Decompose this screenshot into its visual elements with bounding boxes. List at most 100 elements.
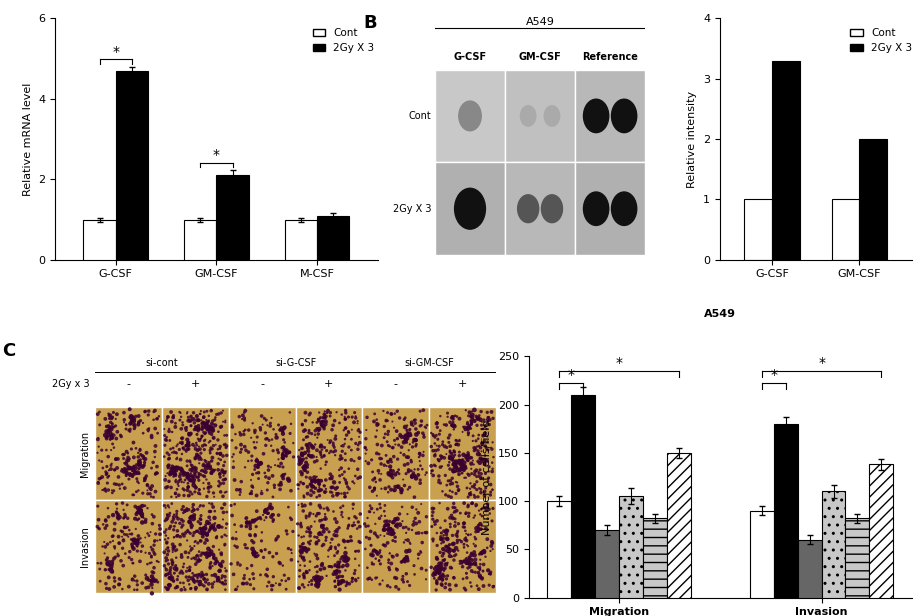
Point [311, 414, 326, 424]
Point [309, 424, 324, 434]
Point [297, 448, 312, 458]
Point [304, 490, 319, 500]
Point [188, 454, 203, 464]
Point [134, 511, 149, 521]
Point [124, 415, 139, 425]
Point [439, 480, 454, 490]
Point [449, 440, 463, 450]
Point [127, 538, 142, 548]
Point [114, 432, 129, 442]
Point [167, 577, 181, 586]
Point [442, 580, 457, 590]
Point [347, 479, 362, 488]
Point [126, 558, 141, 568]
Point [315, 541, 330, 551]
Point [201, 461, 216, 471]
Point [131, 503, 146, 513]
Point [165, 547, 180, 557]
Point [472, 555, 487, 565]
Point [298, 432, 313, 442]
Point [102, 423, 117, 433]
Point [99, 468, 114, 478]
Point [384, 559, 399, 569]
Point [427, 432, 442, 442]
Point [117, 529, 132, 539]
Point [182, 562, 197, 572]
Point [315, 445, 330, 455]
Point [361, 521, 376, 531]
Point [205, 416, 220, 426]
Point [199, 415, 214, 425]
Point [308, 477, 322, 487]
Point [388, 532, 402, 542]
Point [299, 527, 314, 537]
Point [169, 475, 183, 485]
Point [446, 412, 460, 422]
Point [413, 407, 427, 416]
Point [127, 415, 142, 424]
Point [176, 443, 191, 453]
Point [262, 436, 276, 445]
Point [116, 453, 131, 463]
Point [167, 510, 181, 520]
Point [250, 432, 264, 442]
Point [274, 575, 289, 585]
Point [181, 416, 195, 426]
Point [317, 487, 332, 496]
Point [305, 481, 320, 491]
Point [127, 420, 142, 430]
Point [393, 448, 408, 458]
Point [485, 464, 500, 474]
Point [194, 415, 209, 425]
Point [186, 505, 201, 515]
Point [308, 532, 322, 542]
Point [200, 407, 215, 416]
Point [161, 454, 176, 464]
Point [219, 531, 234, 541]
Point [109, 479, 123, 489]
Point [414, 416, 429, 426]
Point [273, 484, 287, 494]
Point [94, 558, 109, 568]
Point [168, 418, 182, 428]
Point [328, 560, 343, 570]
Point [180, 407, 194, 417]
Point [316, 521, 331, 530]
Point [390, 550, 404, 560]
Point [122, 426, 136, 436]
Point [407, 569, 422, 579]
Point [184, 554, 199, 564]
Point [344, 445, 359, 455]
Point [297, 435, 311, 445]
Point [426, 471, 440, 480]
Point [133, 444, 147, 454]
Point [381, 555, 396, 565]
Point [172, 415, 187, 425]
Point [199, 456, 214, 466]
Point [237, 426, 251, 436]
Point [216, 440, 231, 450]
Point [176, 516, 191, 526]
Point [309, 573, 324, 583]
Point [380, 581, 395, 591]
Point [430, 564, 445, 574]
Point [448, 521, 462, 531]
Point [331, 561, 345, 571]
Point [335, 501, 350, 511]
Point [446, 421, 460, 431]
Point [293, 520, 308, 530]
Point [468, 558, 483, 568]
Point [437, 526, 451, 536]
Point [475, 430, 490, 440]
Point [281, 502, 296, 512]
Point [383, 469, 398, 479]
Point [321, 562, 336, 572]
Point [450, 526, 465, 536]
Point [212, 522, 227, 532]
Point [441, 476, 456, 486]
Point [472, 562, 487, 572]
Point [265, 552, 280, 562]
Point [394, 557, 409, 567]
Point [153, 529, 168, 539]
Point [313, 564, 328, 574]
